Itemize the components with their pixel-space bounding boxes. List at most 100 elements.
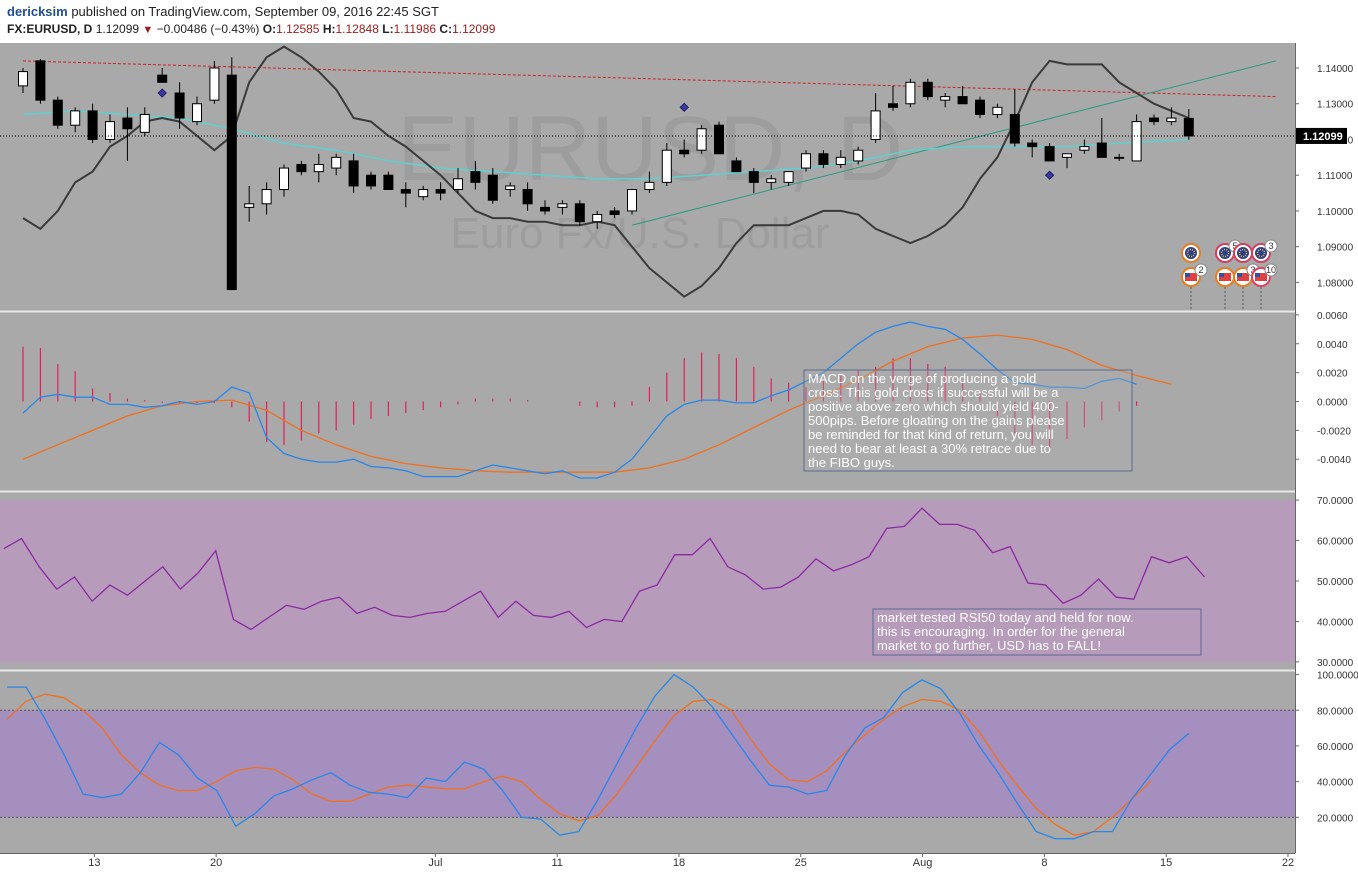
- candle: [383, 171, 394, 191]
- macd-pane[interactable]: [22, 321, 1172, 479]
- high-label: H:: [322, 22, 336, 36]
- time-tick-label: Aug: [913, 857, 933, 869]
- candle-body: [783, 171, 794, 183]
- price-change: −0.00486 (−0.43%): [156, 22, 260, 36]
- candle-body: [696, 128, 707, 151]
- symbol-watermark: EURUSD, D Euro Fx/U.S. Dollar: [397, 98, 903, 258]
- macd-note-line: need to bear at least a 30% retrace due …: [808, 441, 1051, 456]
- scale-tick-label: 1.14000: [1317, 64, 1354, 75]
- scale-tick-label: 0.0040: [1317, 340, 1348, 351]
- candle-body: [922, 81, 933, 98]
- candle-body: [261, 189, 272, 205]
- candle-body: [52, 99, 63, 126]
- time-tick-label: 15: [1160, 857, 1172, 869]
- last-price-label: 1.12099: [1296, 127, 1347, 144]
- candle-body: [192, 103, 202, 123]
- candle-body: [975, 99, 985, 115]
- event-icon: [1181, 243, 1201, 263]
- candle: [487, 168, 498, 204]
- symbol-name[interactable]: FX:EURUSD, D: [7, 22, 93, 36]
- macd-note[interactable]: MACD on the verge of producing a gold cr…: [803, 369, 1133, 472]
- watermark-description: Euro Fx/U.S. Dollar: [451, 209, 830, 258]
- candle-body: [487, 174, 498, 201]
- candle-body: [279, 167, 289, 191]
- scale-tick-label: 1.11000: [1317, 171, 1353, 182]
- candle-body: [1027, 142, 1038, 148]
- candle-body: [661, 149, 672, 183]
- candle-body: [105, 121, 115, 140]
- candle-body: [627, 189, 637, 212]
- candle: [922, 78, 933, 101]
- candle: [679, 139, 690, 158]
- macd-line: [22, 321, 1137, 479]
- stochastic-band: [0, 710, 1295, 818]
- scale-tick-label: -0.0040: [1317, 455, 1351, 466]
- candle: [574, 200, 585, 226]
- candle: [261, 182, 272, 215]
- price-pane[interactable]: [0, 45, 1295, 298]
- candle: [801, 150, 811, 172]
- candle: [731, 157, 742, 173]
- rsi-line: [3, 507, 1205, 631]
- candle-body: [70, 110, 81, 126]
- candle-body: [801, 153, 811, 169]
- candle-body: [940, 96, 951, 101]
- candle-body: [366, 174, 376, 187]
- candle: [348, 153, 359, 194]
- stochastic-pane[interactable]: [0, 673, 1295, 840]
- candle: [992, 103, 1003, 119]
- candle-body: [1079, 146, 1090, 151]
- rsi-note[interactable]: market tested RSI50 today and held for n…: [872, 608, 1202, 656]
- candle: [244, 185, 255, 222]
- low-value: 1.11986: [393, 22, 437, 36]
- candle: [1096, 118, 1107, 158]
- rsi-note-line: market to go further, USD has to FALL!: [877, 638, 1101, 653]
- candle-body: [1114, 156, 1125, 159]
- candle: [1044, 143, 1055, 162]
- candle: [226, 57, 237, 291]
- close-value: 1.12099: [452, 22, 496, 36]
- scale-tick-label: 0.0000: [1317, 398, 1348, 409]
- candle: [122, 107, 133, 161]
- event-count: 10: [1266, 265, 1276, 275]
- candle: [209, 60, 220, 104]
- candle-body: [609, 210, 620, 216]
- event-count: 2: [1198, 265, 1203, 275]
- candle-body: [1183, 117, 1194, 137]
- symbol-line: FX:EURUSD, D 1.12099 ▼ −0.00486 (−0.43%)…: [7, 22, 495, 36]
- candle: [1062, 153, 1072, 169]
- candle: [35, 59, 46, 104]
- candle: [853, 146, 864, 165]
- scale-tick-label: 1.09000: [1317, 243, 1354, 254]
- time-scale[interactable]: 1320Jul111825Aug8152229Sep12: [0, 853, 1358, 878]
- open-label: O:: [262, 22, 277, 36]
- last-price-text: 1.12099: [1303, 131, 1343, 143]
- candle: [714, 121, 724, 155]
- time-tick-label: 25: [795, 857, 807, 869]
- candle: [435, 182, 446, 201]
- candle: [52, 96, 63, 129]
- event-icon: 10: [1251, 263, 1278, 287]
- candle: [1114, 153, 1125, 161]
- event-icon: 2: [1181, 263, 1208, 287]
- candle-body: [157, 74, 168, 83]
- price-scale[interactable]: 1.140001.130001.120001.110001.100001.090…: [1295, 43, 1358, 853]
- candle: [313, 153, 324, 183]
- candle: [940, 93, 951, 108]
- candle: [1131, 114, 1142, 162]
- candle-body: [853, 149, 864, 162]
- author-link[interactable]: dericksim: [7, 4, 68, 19]
- macd-note-line: 500pips. Before gloating on the gains pl…: [808, 413, 1065, 428]
- us-flag-stripes: [1237, 273, 1249, 281]
- signal-marker: [679, 102, 689, 113]
- candle: [696, 125, 707, 154]
- time-tick-label: 8: [1041, 857, 1047, 869]
- candle: [192, 96, 202, 126]
- us-flag-canton: [1237, 273, 1242, 277]
- down-arrow-icon: ▼: [142, 24, 154, 36]
- economic-events[interactable]: 5 3 2 3 10: [1181, 239, 1278, 311]
- candle-body: [714, 124, 724, 155]
- candle: [766, 175, 777, 190]
- candle-body: [331, 156, 342, 169]
